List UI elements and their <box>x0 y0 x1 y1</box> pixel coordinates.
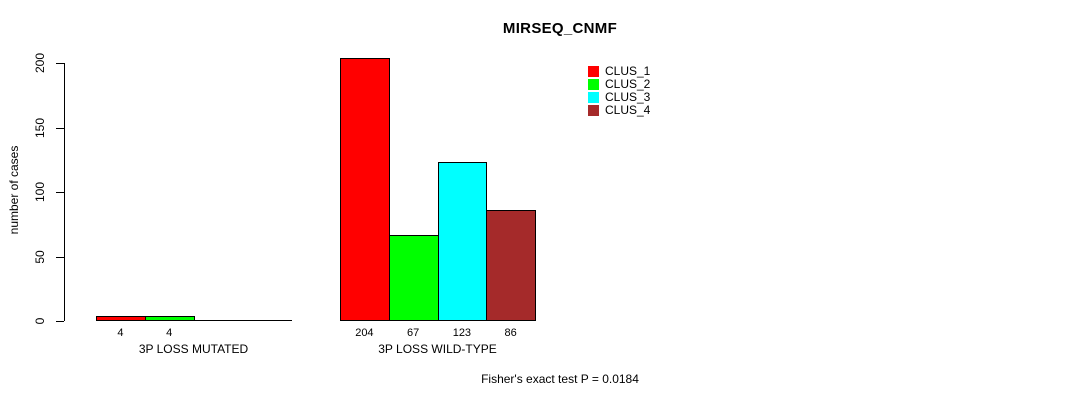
legend-swatch-clus_1 <box>588 66 599 77</box>
bar-value-label: 4 <box>117 327 124 339</box>
y-tick-mark <box>56 321 64 322</box>
bar-clus_1 <box>340 58 390 321</box>
y-tick-mark <box>56 127 64 129</box>
bar-clus_4 <box>486 210 536 321</box>
bar-value-label: 123 <box>452 327 472 339</box>
legend-label: CLUS_4 <box>605 103 651 117</box>
bar-clus_2 <box>145 316 195 321</box>
legend-label: CLUS_2 <box>605 77 651 91</box>
legend-row: CLUS_2 <box>588 78 650 91</box>
y-tick-label: 0 <box>33 317 47 325</box>
bar-value-label: 4 <box>166 327 173 339</box>
legend-swatch-clus_2 <box>588 79 599 90</box>
legend-row: CLUS_1 <box>588 65 650 78</box>
bar-value-label: 67 <box>407 327 420 339</box>
bar-clus_3 <box>438 162 487 321</box>
legend-label: CLUS_1 <box>605 64 651 78</box>
y-tick-label: 150 <box>33 117 47 138</box>
bar-value-label: 204 <box>355 327 374 339</box>
y-axis-line <box>64 63 65 321</box>
y-tick-mark <box>56 63 64 64</box>
y-tick-mark <box>56 192 64 193</box>
legend: CLUS_1 CLUS_2 CLUS_3 CLUS_4 <box>588 65 650 117</box>
legend-label: CLUS_3 <box>605 90 651 104</box>
footnote: Fisher's exact test P = 0.0184 <box>481 372 639 386</box>
legend-swatch-clus_4 <box>588 105 599 116</box>
legend-row: CLUS_3 <box>588 91 650 104</box>
chart-title: MIRSEQ_CNMF <box>502 20 618 37</box>
x-category-label: 3P LOSS MUTATED <box>138 342 249 356</box>
legend-swatch-clus_3 <box>588 92 599 103</box>
bar-clus_2 <box>389 235 439 321</box>
y-tick-label: 200 <box>33 52 47 74</box>
bar-clus_3-zero <box>194 320 243 321</box>
bar-value-label: 86 <box>504 327 517 339</box>
y-axis-title: number of cases <box>7 145 21 235</box>
y-tick-label: 100 <box>33 181 47 203</box>
y-tick-label: 50 <box>33 249 47 264</box>
legend-row: CLUS_4 <box>588 104 650 117</box>
bar-clus_4-zero <box>242 320 292 321</box>
y-tick-mark <box>56 256 64 258</box>
x-category-label: 3P LOSS WILD-TYPE <box>378 342 497 356</box>
bar-clus_1 <box>96 316 146 321</box>
